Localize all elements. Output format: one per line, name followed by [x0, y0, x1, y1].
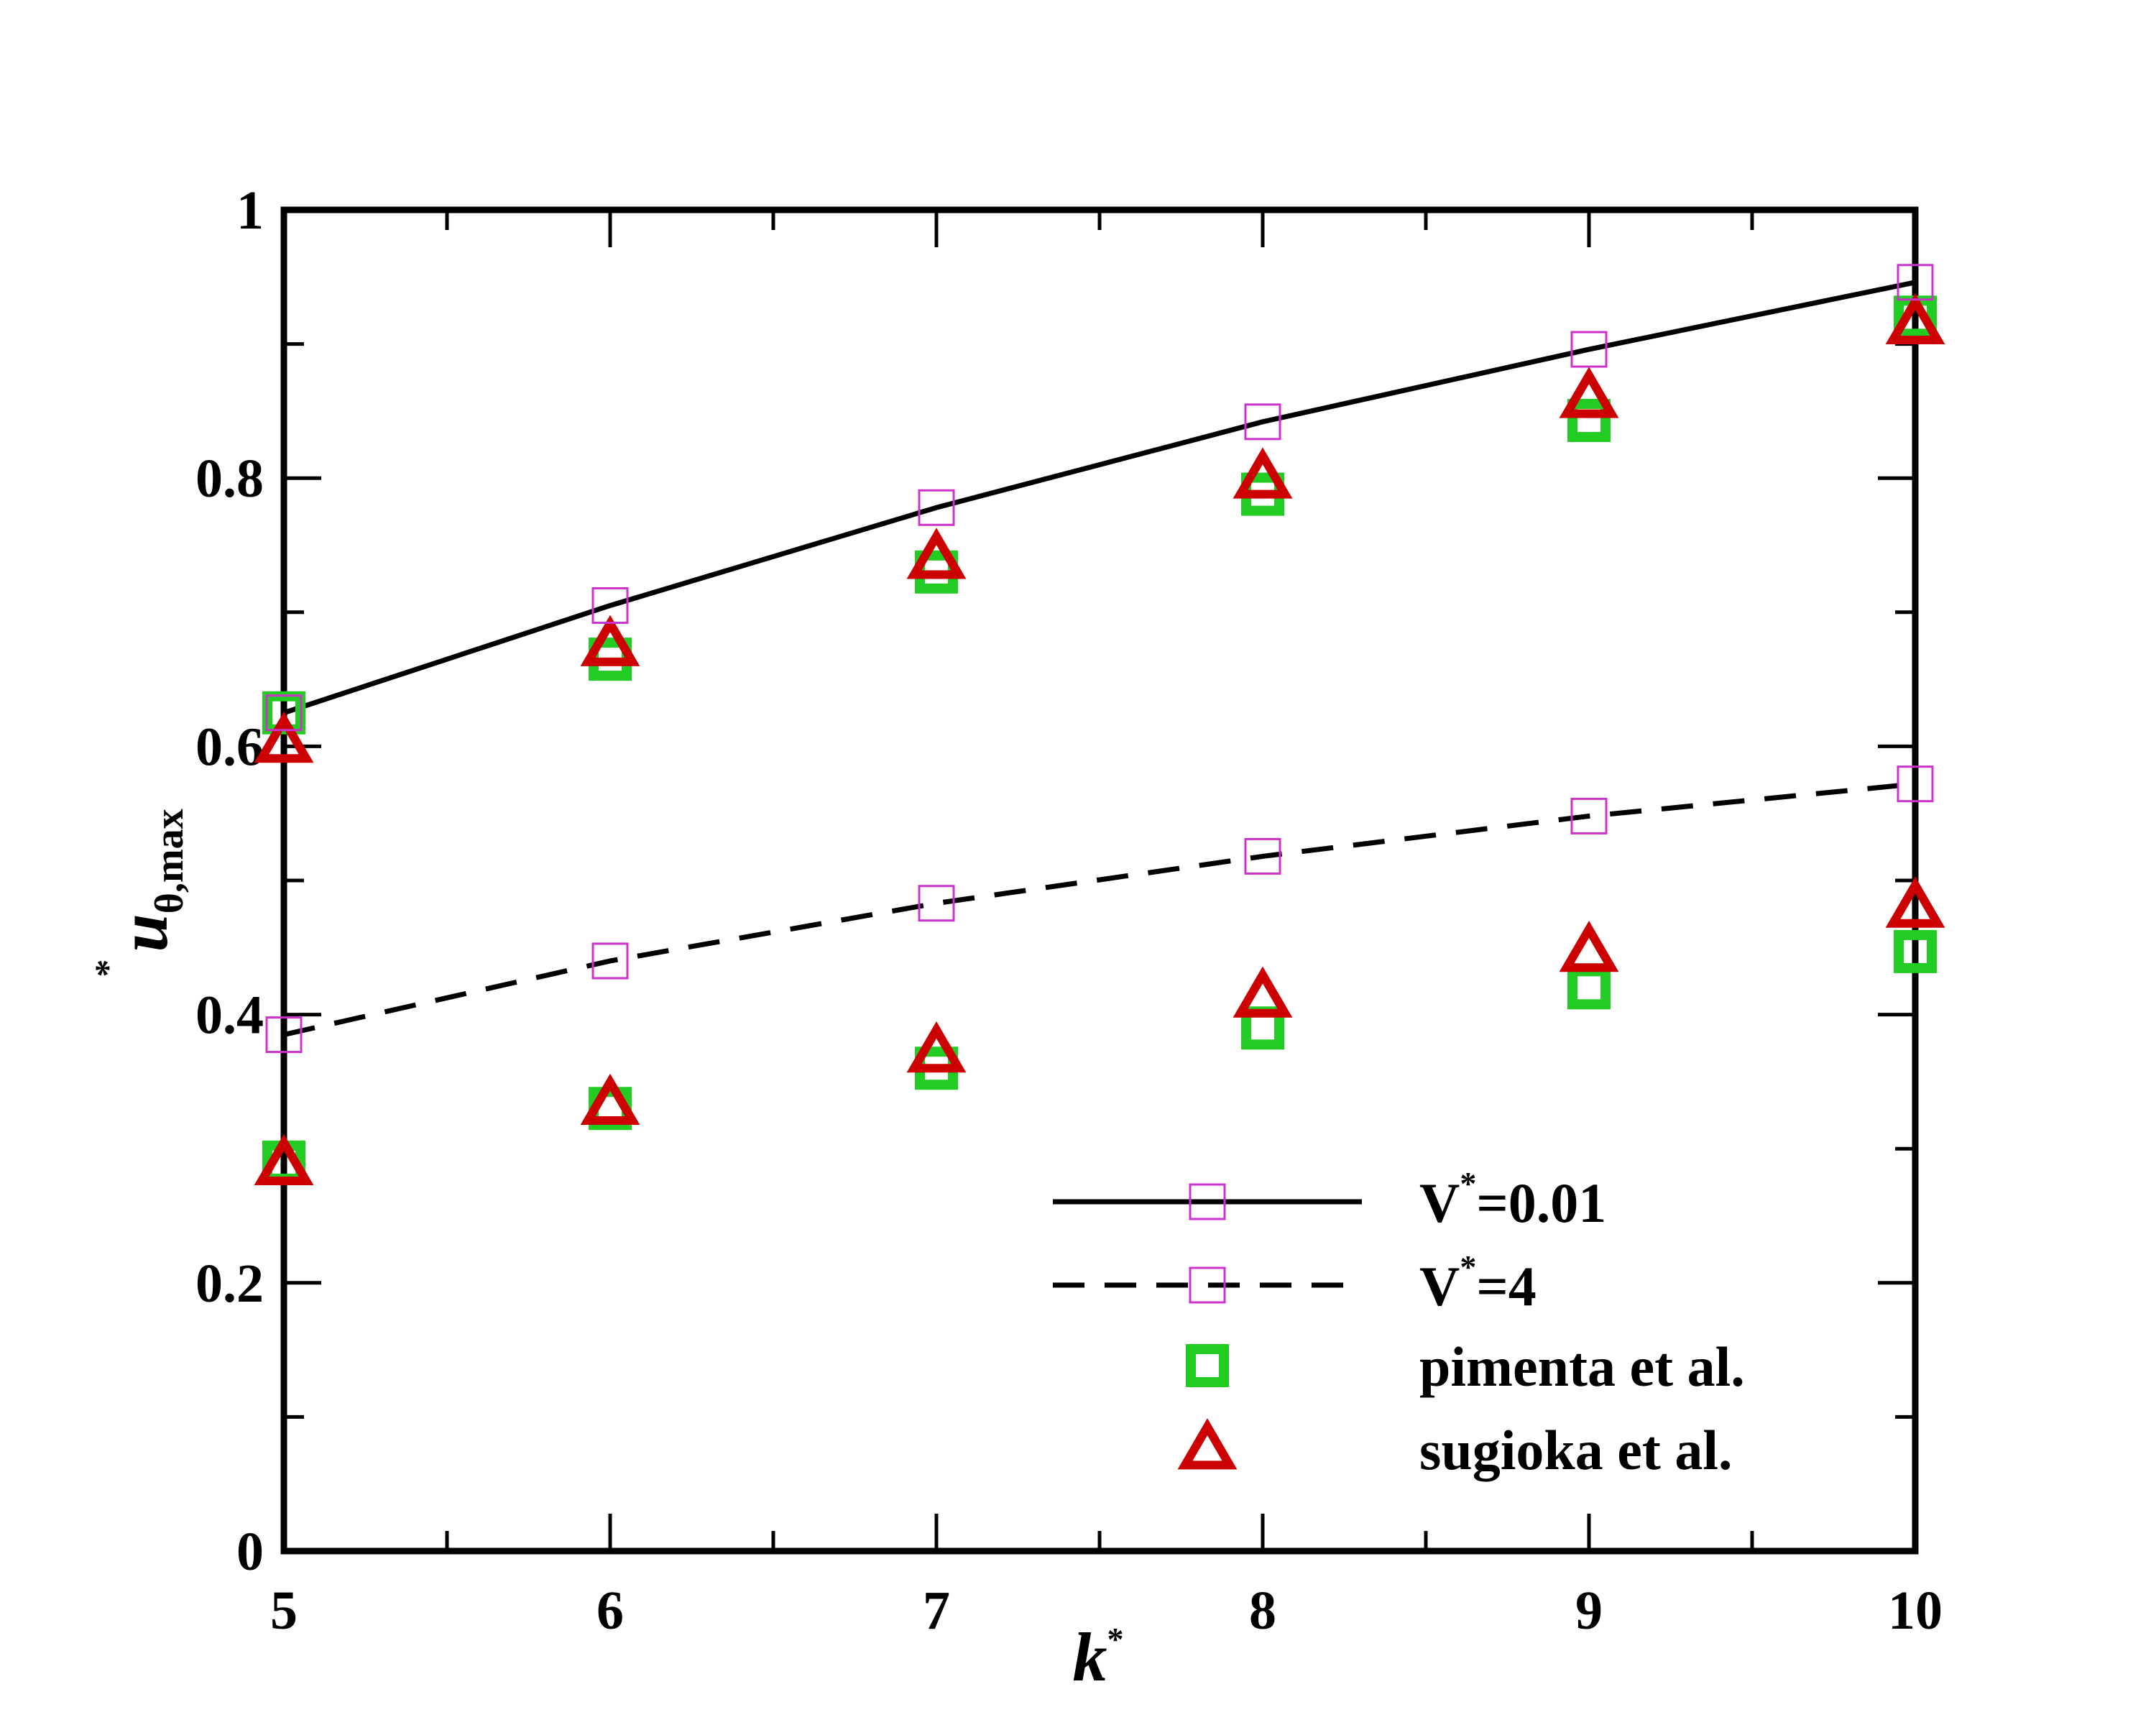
sugioka-marker-upper: [1233, 447, 1293, 499]
sugioka-marker-upper: [1885, 293, 1945, 345]
sugioka-marker-upper: [906, 528, 967, 579]
series-line-v4: [283, 781, 1916, 1038]
plot-area: 00.20.40.60.815 6 7 8 9 10k*uθ,max*: [87, 180, 1945, 1696]
pimenta-marker-lower: [1894, 929, 1937, 973]
sugioka-marker-lower: [1559, 921, 1619, 972]
legend-label-v001: V*=0.01: [1419, 1165, 1606, 1234]
legend-marker-v4: [1189, 1266, 1226, 1304]
pimenta-marker-lower: [1567, 966, 1611, 1010]
y-tick-label: 0.2: [195, 1254, 264, 1314]
y-tick-label: 1: [236, 180, 264, 241]
x-tick-label: 6: [596, 1581, 624, 1641]
v001-marker: [1570, 331, 1608, 368]
v4-marker: [265, 1016, 303, 1054]
v4-marker: [1570, 797, 1608, 834]
y-tick-label: 0: [236, 1522, 264, 1582]
x-axis-title-base: k: [1073, 1619, 1107, 1696]
v001-marker: [265, 694, 303, 732]
series-line-v001: [282, 280, 1916, 716]
y-tick-label: 0.8: [195, 448, 264, 509]
sugioka-marker-lower: [254, 1133, 314, 1185]
legend-marker-sugioka: [1177, 1418, 1238, 1470]
x-tick-label: 8: [1249, 1581, 1276, 1641]
x-axis-title-sup: *: [1107, 1621, 1124, 1657]
y-axis-title-sub: θ,max: [147, 809, 192, 914]
sugioka-marker-lower: [906, 1021, 967, 1073]
sugioka-marker-lower: [1233, 966, 1293, 1018]
legend-label-sugioka: sugioka et al.: [1419, 1419, 1733, 1481]
sugioka-marker-upper: [254, 711, 314, 763]
v4-marker: [1897, 765, 1934, 803]
v4-marker: [1244, 837, 1281, 875]
x-tick-label: 7: [923, 1581, 950, 1641]
y-tick-label: 0.4: [195, 985, 264, 1046]
v4-marker: [918, 885, 955, 922]
x-tick-label: 5: [270, 1581, 298, 1641]
legend-label-v4: V*=4: [1419, 1248, 1537, 1317]
y-tick-label: 0.6: [195, 717, 264, 777]
v001-marker: [1897, 264, 1934, 301]
v001-marker: [1244, 403, 1281, 441]
legend-label-pimenta: pimenta et al.: [1419, 1335, 1745, 1398]
v4-marker: [591, 942, 629, 980]
sugioka-marker-upper: [580, 615, 640, 666]
y-axis-title: uθ,max *: [87, 809, 192, 977]
legend: V*=0.01 V*=4 pimenta et al. sugioka et al.: [1053, 1165, 1745, 1481]
x-tick-label: 9: [1575, 1581, 1603, 1641]
sugioka-marker-lower: [1885, 876, 1945, 928]
y-axis-title-base: u: [105, 914, 182, 952]
legend-marker-pimenta: [1186, 1344, 1229, 1387]
y-axis-title-sup: *: [87, 960, 127, 978]
pimenta-marker-upper: [1567, 398, 1611, 442]
sugioka-marker-upper: [1559, 367, 1619, 418]
x-axis-title: k*: [1073, 1619, 1124, 1696]
legend-marker-v001: [1189, 1183, 1226, 1220]
v001-marker: [591, 586, 629, 624]
x-tick-label: 10: [1888, 1581, 1943, 1641]
sugioka-marker-lower: [580, 1073, 640, 1126]
v001-marker: [918, 489, 955, 526]
